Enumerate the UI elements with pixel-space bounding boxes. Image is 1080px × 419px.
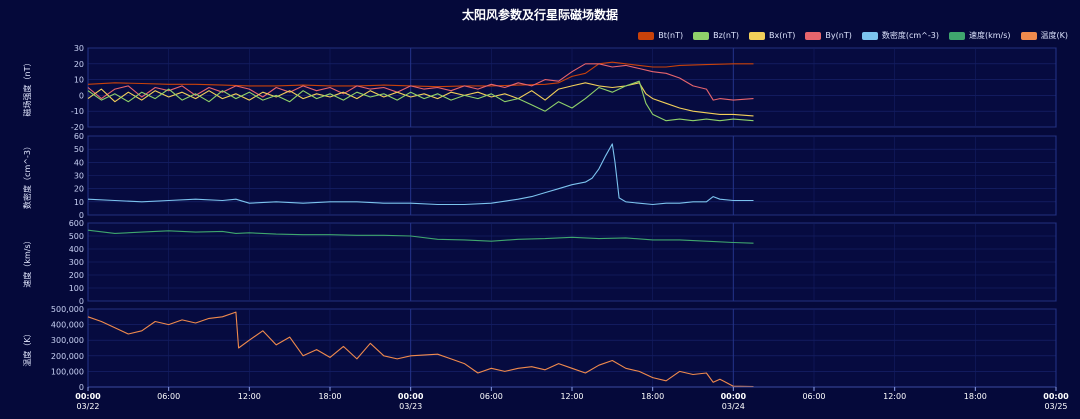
chart-title: 太阳风参数及行星际磁场数据: [461, 8, 618, 22]
y-axis-label: 速度（km/s）: [22, 236, 32, 287]
y-tick-label: 400: [69, 245, 84, 254]
legend-swatch: [805, 31, 822, 40]
y-tick-label: 30: [74, 44, 84, 53]
y-tick-label: 200: [69, 271, 84, 280]
y-tick-label: 300,000: [51, 336, 84, 345]
legend: Bt(nT) Bz(nT) Bx(nT) By(nT) 数密度(cm^-3) 速…: [638, 30, 1068, 41]
legend-swatch: [948, 31, 965, 40]
y-tick-label: 50: [74, 145, 84, 154]
x-date-label: 03/25: [1044, 402, 1067, 411]
x-tick-label: 06:00: [480, 392, 503, 401]
legend-item-by[interactable]: By(nT): [805, 31, 852, 40]
y-tick-label: 10: [74, 198, 84, 207]
y-tick-label: 100,000: [51, 367, 84, 376]
legend-item-bx[interactable]: Bx(nT): [749, 31, 795, 40]
x-tick-label: 18:00: [318, 392, 341, 401]
y-axis-label: 磁场强度（nT）: [22, 59, 32, 117]
x-tick-label: 12:00: [560, 392, 583, 401]
legend-item-bt[interactable]: Bt(nT): [638, 31, 683, 40]
x-tick-label: 06:00: [802, 392, 825, 401]
y-tick-label: 300: [69, 258, 84, 267]
x-tick-label: 18:00: [641, 392, 664, 401]
y-tick-label: -20: [71, 123, 84, 132]
x-tick-label: 00:00: [398, 392, 424, 401]
y-tick-label: 0: [79, 211, 84, 220]
y-tick-label: -10: [71, 107, 84, 116]
series-line-bynt: [87, 63, 754, 101]
legend-item-speed[interactable]: 速度(km/s): [948, 30, 1011, 41]
y-tick-label: 100: [69, 284, 84, 293]
y-axis-label: 数密度（cm^-3）: [22, 142, 32, 209]
legend-item-bz[interactable]: Bz(nT): [693, 31, 739, 40]
legend-label: By(nT): [825, 31, 852, 40]
x-date-label: 03/23: [399, 402, 422, 411]
y-tick-label: 10: [74, 76, 84, 85]
y-tick-label: 600: [69, 219, 84, 228]
y-tick-label: 0: [79, 383, 84, 392]
x-tick-label: 00:00: [1043, 392, 1069, 401]
series-line-btnt: [87, 61, 754, 88]
legend-item-temperature[interactable]: 温度(K): [1020, 30, 1069, 41]
legend-swatch: [1020, 31, 1037, 40]
y-tick-label: 30: [74, 172, 84, 181]
x-tick-label: 06:00: [157, 392, 180, 401]
y-tick-label: 0: [79, 91, 84, 100]
y-tick-label: 20: [74, 60, 84, 69]
legend-swatch: [638, 31, 655, 40]
x-tick-label: 00:00: [721, 392, 747, 401]
y-tick-label: 40: [74, 158, 84, 167]
legend-label: 温度(K): [1040, 31, 1069, 40]
legend-swatch: [861, 31, 878, 40]
x-date-label: 03/24: [722, 402, 745, 411]
legend-label: Bt(nT): [658, 31, 684, 40]
legend-label: 速度(km/s): [968, 31, 1011, 40]
y-tick-label: 500: [69, 232, 84, 241]
legend-label: Bz(nT): [713, 31, 739, 40]
legend-swatch: [749, 31, 765, 40]
legend-label: 数密度(cm^-3): [881, 31, 939, 40]
y-tick-label: 200,000: [51, 352, 84, 361]
y-tick-label: 20: [74, 185, 84, 194]
y-tick-label: 400,000: [51, 321, 84, 330]
y-tick-label: 500,000: [51, 305, 84, 314]
legend-label: Bx(nT): [769, 31, 796, 40]
series-line-k: [87, 311, 754, 388]
legend-item-density[interactable]: 数密度(cm^-3): [861, 30, 939, 41]
series-line-kms: [87, 229, 754, 244]
series-line-bznt: [87, 80, 754, 122]
x-tick-label: 18:00: [964, 392, 987, 401]
x-tick-label: 12:00: [883, 392, 906, 401]
x-date-label: 03/22: [76, 402, 99, 411]
y-axis-label: 温度（K）: [22, 329, 32, 366]
x-tick-label: 00:00: [75, 392, 101, 401]
y-tick-label: 60: [74, 132, 84, 141]
legend-swatch: [693, 31, 710, 40]
y-tick-label: 0: [79, 297, 84, 306]
x-tick-label: 12:00: [238, 392, 261, 401]
series-line-cm: [87, 143, 754, 206]
